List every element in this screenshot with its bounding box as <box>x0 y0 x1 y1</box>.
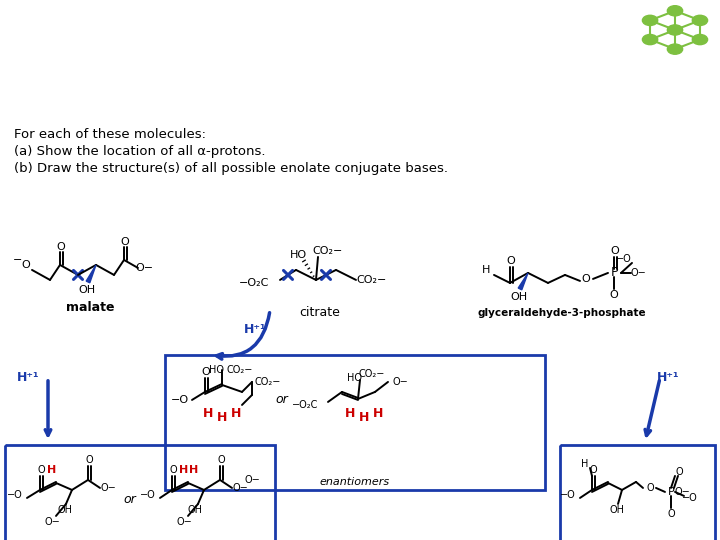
Text: O: O <box>582 274 590 284</box>
Text: O−: O− <box>674 487 690 497</box>
Text: CO₂−: CO₂− <box>312 246 343 256</box>
Text: O−: O− <box>244 475 260 485</box>
Text: −O: −O <box>682 493 698 503</box>
Text: O−: O− <box>392 377 408 387</box>
Text: OH: OH <box>78 285 96 295</box>
Text: Try this: Try this <box>18 16 135 44</box>
Text: CO₂−: CO₂− <box>359 369 385 379</box>
Text: O: O <box>675 467 683 477</box>
Text: H: H <box>179 465 189 475</box>
Text: O−: O− <box>630 268 646 278</box>
Circle shape <box>667 25 683 35</box>
Text: H: H <box>345 408 355 421</box>
Text: −O₂C: −O₂C <box>239 278 269 288</box>
Text: CO₂−: CO₂− <box>255 377 282 387</box>
Text: H: H <box>581 459 589 469</box>
Text: O: O <box>610 290 618 300</box>
Circle shape <box>693 15 708 25</box>
Text: H: H <box>189 465 199 475</box>
Text: H: H <box>231 408 241 421</box>
Text: glyceraldehyde-3-phosphate: glyceraldehyde-3-phosphate <box>477 308 647 318</box>
Circle shape <box>642 15 657 25</box>
Text: −O: −O <box>171 395 189 405</box>
Text: −O: −O <box>7 490 23 500</box>
Text: H: H <box>48 465 57 475</box>
Text: (b) Draw the structure(s) of all possible enolate conjugate bases.: (b) Draw the structure(s) of all possibl… <box>14 162 448 175</box>
Text: O−: O− <box>176 517 192 527</box>
Circle shape <box>693 35 708 45</box>
Text: HO: HO <box>348 373 362 383</box>
Text: −O: −O <box>560 490 576 500</box>
Text: HO: HO <box>289 250 307 260</box>
Text: H: H <box>203 408 213 421</box>
Text: O−: O− <box>135 263 153 273</box>
Circle shape <box>667 6 683 16</box>
Text: O: O <box>22 260 30 270</box>
Text: O: O <box>121 237 130 247</box>
Text: CO₂−: CO₂− <box>227 365 253 375</box>
Text: O: O <box>507 256 516 266</box>
Text: (a) Show the location of all α-protons.: (a) Show the location of all α-protons. <box>14 145 266 158</box>
Text: −O₂C: −O₂C <box>292 400 318 410</box>
Text: H: H <box>359 411 369 424</box>
Text: O: O <box>37 465 45 475</box>
Text: O: O <box>646 483 654 493</box>
Text: O−: O− <box>100 483 116 493</box>
Circle shape <box>667 44 683 54</box>
Text: H⁺¹: H⁺¹ <box>17 372 40 384</box>
Text: malate: malate <box>66 301 114 314</box>
Text: HO: HO <box>210 365 225 375</box>
Text: OH: OH <box>610 505 624 515</box>
Text: or: or <box>124 494 136 507</box>
Polygon shape <box>518 273 528 290</box>
Text: O: O <box>589 465 597 475</box>
Text: OH: OH <box>187 505 202 515</box>
Text: O−: O− <box>44 517 60 527</box>
Polygon shape <box>86 265 96 283</box>
Text: −O: −O <box>140 490 156 500</box>
Text: H: H <box>482 265 490 275</box>
Text: O: O <box>611 246 619 256</box>
Circle shape <box>642 35 657 45</box>
Text: enantiomers: enantiomers <box>320 477 390 487</box>
Text: CO₂−: CO₂− <box>357 275 387 285</box>
Text: H: H <box>217 411 228 424</box>
Text: OH: OH <box>510 292 528 302</box>
Text: O: O <box>217 455 225 465</box>
Text: P: P <box>667 487 675 497</box>
Text: OH: OH <box>58 505 73 515</box>
Text: −: − <box>13 255 23 265</box>
Text: O: O <box>57 242 66 252</box>
Text: H⁺¹: H⁺¹ <box>657 372 679 384</box>
Text: For each of these molecules:: For each of these molecules: <box>14 128 206 141</box>
Text: O: O <box>667 509 675 519</box>
Text: P: P <box>611 266 618 279</box>
Text: H: H <box>373 408 383 421</box>
Text: O−: O− <box>232 483 248 493</box>
Text: O: O <box>85 455 93 465</box>
Text: −O: −O <box>616 254 632 264</box>
Text: O: O <box>169 465 177 475</box>
Text: citrate: citrate <box>300 306 341 320</box>
Text: or: or <box>276 394 289 407</box>
Text: H⁺¹: H⁺¹ <box>244 323 266 336</box>
Text: O: O <box>202 367 210 377</box>
